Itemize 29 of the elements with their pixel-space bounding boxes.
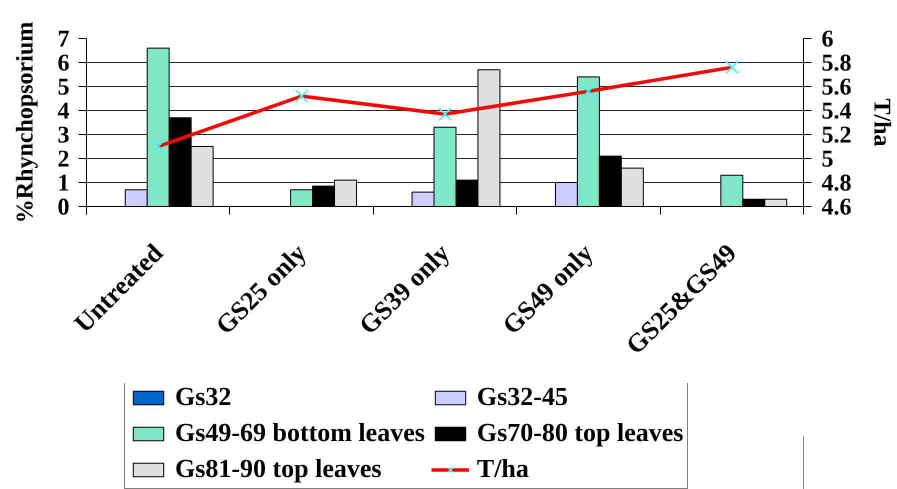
- y2-tick-label: 5.4: [822, 98, 852, 124]
- legend-label: T/ha: [476, 454, 529, 484]
- y2-tick-label: 5.6: [822, 74, 852, 100]
- y-tick-label: 5: [58, 74, 70, 100]
- y2-axis-title: T/ha: [868, 98, 894, 147]
- y-tick-label: 7: [58, 26, 70, 52]
- legend-label: Gs32-45: [476, 382, 568, 412]
- legend-label: Gs81-90 top leaves: [175, 454, 382, 484]
- y-axis-title: %Rhynchopsorium: [12, 22, 38, 224]
- point: [151, 140, 165, 154]
- y2-tick-label: 5.2: [822, 122, 852, 148]
- y2-tick-label: 5.8: [822, 50, 852, 76]
- y2-tick-label: 6: [822, 26, 834, 52]
- point: [725, 60, 739, 74]
- legend-label: Gs70-80 top leaves: [476, 418, 684, 448]
- point: [438, 107, 452, 121]
- y-tick-label: 0: [58, 194, 70, 220]
- y-tick-label: 1: [58, 170, 70, 196]
- y-tick-label: 3: [58, 122, 70, 148]
- point: [294, 89, 308, 103]
- y2-tick-label: 5: [822, 146, 834, 172]
- legend-label: Gs32: [175, 382, 232, 412]
- legend-label: Gs49-69 bottom leaves: [175, 418, 425, 448]
- y-tick-label: 4: [58, 98, 70, 124]
- y2-tick-label: 4.6: [822, 194, 852, 220]
- y-tick-label: 6: [58, 50, 70, 76]
- y-tick-label: 2: [58, 146, 70, 172]
- point: [582, 84, 596, 98]
- y2-tick-label: 4.8: [822, 170, 852, 196]
